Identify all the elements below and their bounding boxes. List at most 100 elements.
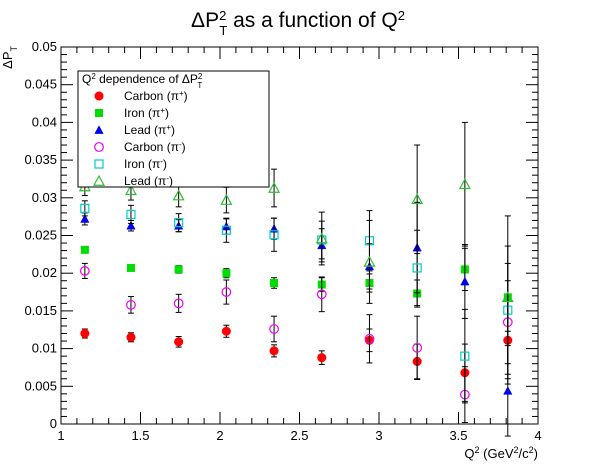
- legend-entry: Iron (π+): [95, 106, 169, 121]
- data-point: [269, 346, 279, 356]
- data-point: [220, 193, 233, 205]
- series-3: [79, 262, 513, 423]
- data-point: [221, 225, 231, 235]
- error-bar: [271, 315, 278, 343]
- error-bar: [414, 315, 421, 381]
- data-point: [126, 263, 135, 272]
- error-bar: [223, 279, 230, 305]
- error-bar: [461, 308, 468, 404]
- x-tick-label: 2: [216, 428, 223, 443]
- data-point: [460, 276, 470, 286]
- legend-items: Carbon (π+) Iron (π+) Lead (π+) Carbon (π-)…: [92, 89, 188, 189]
- error-bar: [504, 215, 511, 380]
- data-point: [173, 298, 184, 309]
- y-tick-label: 0.05: [32, 39, 57, 54]
- error-bar: [127, 296, 134, 314]
- legend-marker: [94, 159, 104, 169]
- x-tick-label: 3: [375, 428, 382, 443]
- error-bar: [175, 293, 182, 313]
- data-point: [316, 289, 327, 300]
- data-point: [80, 214, 90, 223]
- data-point: [412, 342, 423, 353]
- data-point: [124, 183, 137, 196]
- legend-marker: [94, 125, 104, 134]
- data-point: [172, 189, 185, 201]
- data-point: [79, 266, 90, 276]
- data-point: [363, 255, 376, 267]
- y-tick-label: 0.045: [24, 77, 57, 92]
- x-axis-label: Q2 (GeV2/c2): [464, 445, 538, 461]
- error-bar: [366, 314, 373, 364]
- data-point: [268, 181, 281, 193]
- data-point: [412, 263, 422, 273]
- legend-entry: Lead (π+): [94, 123, 175, 138]
- y-tick-label: 0.02: [32, 265, 57, 280]
- legend-label: Lead (π+): [124, 123, 175, 138]
- data-point: [458, 177, 471, 190]
- tick-labels: 1 1.5 2 2.5 3 3.5 4 0 0.005 0.01 0.015 0.02 0.025 0.0…: [24, 39, 541, 443]
- legend-label: Iron (π-): [124, 157, 167, 172]
- error-bar: [175, 213, 182, 233]
- x-tick-label: 2.5: [290, 428, 308, 443]
- error-bar: [271, 168, 278, 208]
- legend-marker: [94, 91, 104, 101]
- legend-entry: Lead (π-): [92, 174, 173, 189]
- data-point: [174, 218, 184, 228]
- data-point: [80, 203, 90, 213]
- legend-marker: [94, 142, 104, 152]
- legend-label: Carbon (π-): [124, 140, 186, 155]
- data-point: [270, 279, 279, 288]
- legend-label: Lead (π-): [124, 174, 173, 189]
- data-point: [80, 245, 89, 254]
- error-bar: [318, 276, 325, 313]
- data-point: [315, 232, 328, 244]
- data-point: [126, 220, 136, 230]
- x-tick-label: 1: [57, 428, 64, 443]
- data-point: [80, 328, 90, 339]
- error-bar: [366, 219, 373, 304]
- y-tick-label: 0.035: [24, 152, 57, 167]
- series-4: [80, 200, 513, 404]
- series-2: [80, 201, 513, 437]
- legend-marker: [92, 174, 106, 186]
- data-point: [126, 332, 136, 342]
- error-bar: [81, 262, 88, 279]
- chart-title: ΔP2 T as a function of Q2: [191, 8, 405, 38]
- data-point: [174, 265, 183, 274]
- y-tick-label: 0: [50, 416, 57, 431]
- data-point: [222, 269, 231, 278]
- legend-entry: Iron (π-): [94, 157, 167, 172]
- legend: Q2 dependence of ΔP2 T Carbon (π+) Iron (π…: [77, 70, 270, 189]
- y-tick-label: 0.005: [24, 378, 57, 393]
- data-point: [503, 386, 513, 395]
- series-1: [80, 245, 512, 332]
- error-bar: [414, 144, 421, 255]
- error-bar: [461, 121, 468, 247]
- data-point: [411, 193, 424, 205]
- data-point: [364, 333, 375, 344]
- y-tick-label: 0.04: [32, 114, 57, 129]
- error-bar: [81, 200, 88, 217]
- data-point: [126, 209, 136, 219]
- legend-box: [77, 70, 270, 188]
- legend-entry: Carbon (π-): [94, 140, 186, 155]
- y-axis-label: ΔPT: [0, 46, 19, 69]
- series-0: [80, 296, 513, 402]
- data-point: [174, 337, 184, 347]
- legend-label: Iron (π+): [124, 106, 169, 121]
- y-tick-label: 0.01: [32, 341, 57, 356]
- error-bar: [271, 217, 278, 252]
- data-point: [221, 287, 232, 297]
- y-tick-label: 0.03: [32, 190, 57, 205]
- x-tick-label: 4: [534, 428, 541, 443]
- legend-marker: [95, 109, 103, 117]
- data-point: [501, 291, 514, 303]
- data-point: [317, 353, 327, 363]
- data-point: [269, 324, 279, 334]
- data-point: [126, 299, 136, 310]
- legend-title: Q2 dependence of ΔP2 T: [82, 72, 203, 90]
- data-series: [78, 121, 514, 437]
- legend-label: Carbon (π+): [124, 89, 188, 104]
- x-tick-label: 3.5: [449, 428, 467, 443]
